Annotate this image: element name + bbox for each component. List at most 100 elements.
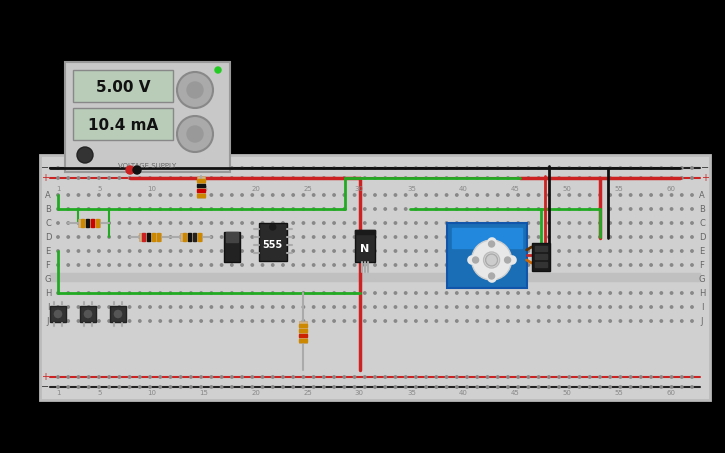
Circle shape bbox=[149, 194, 152, 196]
Circle shape bbox=[128, 292, 130, 294]
Text: A: A bbox=[699, 191, 705, 199]
Text: 1: 1 bbox=[56, 390, 60, 396]
Circle shape bbox=[415, 208, 417, 210]
Circle shape bbox=[374, 376, 376, 378]
Circle shape bbox=[272, 236, 274, 238]
Circle shape bbox=[579, 386, 581, 388]
Circle shape bbox=[363, 177, 366, 179]
Circle shape bbox=[128, 194, 130, 196]
Circle shape bbox=[589, 376, 591, 378]
Circle shape bbox=[445, 386, 448, 388]
Circle shape bbox=[486, 376, 489, 378]
Circle shape bbox=[558, 264, 560, 266]
Circle shape bbox=[527, 292, 529, 294]
Circle shape bbox=[282, 306, 284, 308]
Circle shape bbox=[200, 292, 202, 294]
Circle shape bbox=[312, 167, 315, 169]
Circle shape bbox=[363, 167, 366, 169]
Circle shape bbox=[363, 320, 366, 322]
Circle shape bbox=[343, 167, 346, 169]
Circle shape bbox=[118, 292, 120, 294]
Circle shape bbox=[200, 250, 202, 252]
Bar bbox=[197, 193, 205, 197]
Circle shape bbox=[169, 250, 172, 252]
Circle shape bbox=[353, 292, 356, 294]
Circle shape bbox=[57, 167, 59, 169]
Circle shape bbox=[660, 250, 663, 252]
Circle shape bbox=[374, 208, 376, 210]
Circle shape bbox=[394, 177, 397, 179]
Circle shape bbox=[128, 167, 130, 169]
Circle shape bbox=[251, 306, 254, 308]
Circle shape bbox=[405, 177, 407, 179]
Circle shape bbox=[558, 236, 560, 238]
Circle shape bbox=[169, 278, 172, 280]
Circle shape bbox=[159, 320, 162, 322]
Circle shape bbox=[671, 278, 673, 280]
Circle shape bbox=[660, 167, 663, 169]
Circle shape bbox=[353, 376, 356, 378]
Circle shape bbox=[78, 250, 80, 252]
Circle shape bbox=[405, 306, 407, 308]
Bar bbox=[188, 233, 191, 241]
Circle shape bbox=[343, 208, 346, 210]
Circle shape bbox=[108, 208, 110, 210]
Circle shape bbox=[589, 292, 591, 294]
Circle shape bbox=[629, 376, 632, 378]
Circle shape bbox=[128, 320, 130, 322]
Circle shape bbox=[57, 194, 59, 196]
Text: 30: 30 bbox=[355, 390, 364, 396]
Circle shape bbox=[445, 264, 448, 266]
Circle shape bbox=[558, 278, 560, 280]
Circle shape bbox=[466, 222, 468, 224]
Circle shape bbox=[108, 250, 110, 252]
Bar bbox=[73, 108, 173, 140]
Circle shape bbox=[558, 250, 560, 252]
Circle shape bbox=[527, 167, 529, 169]
Circle shape bbox=[537, 250, 540, 252]
Circle shape bbox=[210, 306, 212, 308]
Circle shape bbox=[537, 194, 540, 196]
Circle shape bbox=[599, 177, 601, 179]
Circle shape bbox=[374, 177, 376, 179]
Circle shape bbox=[251, 320, 254, 322]
Circle shape bbox=[507, 194, 509, 196]
Circle shape bbox=[78, 236, 80, 238]
Circle shape bbox=[558, 386, 560, 388]
Circle shape bbox=[619, 194, 621, 196]
Circle shape bbox=[507, 236, 509, 238]
Circle shape bbox=[609, 194, 611, 196]
Circle shape bbox=[57, 306, 59, 308]
Circle shape bbox=[98, 264, 100, 266]
Circle shape bbox=[671, 376, 673, 378]
Circle shape bbox=[681, 264, 683, 266]
Circle shape bbox=[343, 264, 346, 266]
Circle shape bbox=[384, 250, 386, 252]
Circle shape bbox=[629, 306, 632, 308]
Circle shape bbox=[497, 306, 499, 308]
Circle shape bbox=[579, 320, 581, 322]
Circle shape bbox=[128, 177, 130, 179]
Bar bbox=[139, 233, 161, 241]
Circle shape bbox=[599, 292, 601, 294]
Circle shape bbox=[312, 250, 315, 252]
Circle shape bbox=[589, 278, 591, 280]
Circle shape bbox=[394, 320, 397, 322]
Circle shape bbox=[435, 292, 438, 294]
Circle shape bbox=[251, 278, 254, 280]
Circle shape bbox=[394, 222, 397, 224]
Circle shape bbox=[660, 194, 663, 196]
Circle shape bbox=[435, 278, 438, 280]
Circle shape bbox=[241, 278, 244, 280]
Circle shape bbox=[67, 222, 70, 224]
Circle shape bbox=[210, 177, 212, 179]
Circle shape bbox=[169, 292, 172, 294]
Circle shape bbox=[187, 82, 203, 98]
Circle shape bbox=[425, 236, 427, 238]
Circle shape bbox=[650, 167, 652, 169]
Circle shape bbox=[405, 264, 407, 266]
Circle shape bbox=[405, 278, 407, 280]
Circle shape bbox=[619, 167, 621, 169]
Circle shape bbox=[231, 177, 233, 179]
Circle shape bbox=[67, 167, 70, 169]
